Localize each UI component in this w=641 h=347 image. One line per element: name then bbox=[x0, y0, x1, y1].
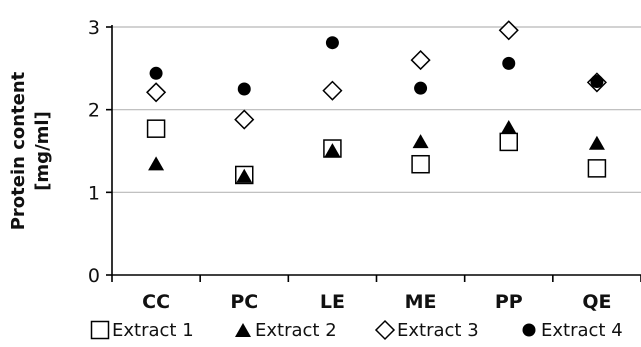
category-label-le: LE bbox=[320, 291, 345, 313]
point-4-me bbox=[414, 81, 428, 95]
gridlines bbox=[112, 26, 641, 193]
point-2-pc bbox=[236, 168, 253, 183]
y-axis-ticks: 0 1 2 3 bbox=[88, 17, 112, 287]
legend-marker-2 bbox=[235, 323, 251, 337]
point-3-le bbox=[322, 80, 343, 101]
legend-marker-3 bbox=[374, 319, 396, 341]
y-axis-label-line-2: [mg/ml] bbox=[32, 111, 53, 191]
point-2-cc bbox=[148, 156, 165, 171]
y-tick-label-3: 3 bbox=[88, 17, 100, 39]
point-2-qe bbox=[588, 135, 605, 150]
legend-label-1: Extract 1 bbox=[112, 320, 194, 341]
legend-label-4: Extract 4 bbox=[541, 320, 623, 341]
series-2 bbox=[148, 120, 605, 183]
category-label-cc: CC bbox=[142, 291, 170, 313]
series-3 bbox=[146, 20, 607, 130]
series-1 bbox=[146, 119, 607, 185]
y-axis-label-line-1: Protein content bbox=[8, 71, 29, 230]
legend: Extract 1 Extract 2 Extract 3 Extract 4 bbox=[90, 319, 623, 341]
category-label-pp: PP bbox=[495, 291, 523, 313]
data-points bbox=[146, 20, 607, 185]
point-3-cc bbox=[146, 82, 167, 103]
legend-label-2: Extract 2 bbox=[255, 320, 337, 341]
point-1-pp bbox=[499, 132, 518, 152]
category-label-pc: PC bbox=[230, 291, 258, 313]
legend-marker-1 bbox=[90, 320, 110, 340]
y-tick-label-0: 0 bbox=[88, 265, 100, 287]
point-2-pp bbox=[500, 120, 517, 135]
point-4-qe bbox=[590, 75, 604, 89]
category-label-qe: QE bbox=[582, 291, 611, 313]
point-3-pp bbox=[498, 20, 519, 41]
legend-label-3: Extract 3 bbox=[397, 320, 479, 341]
y-tick-label-2: 2 bbox=[88, 100, 100, 122]
point-1-cc bbox=[146, 119, 166, 138]
point-4-cc bbox=[149, 66, 163, 80]
point-3-pc bbox=[234, 109, 255, 130]
point-4-pc bbox=[237, 82, 251, 96]
point-2-le bbox=[324, 143, 341, 158]
legend-marker-4 bbox=[522, 323, 536, 337]
point-4-pp bbox=[502, 56, 516, 70]
point-1-me bbox=[411, 154, 430, 174]
series-4 bbox=[149, 36, 604, 96]
point-4-le bbox=[325, 36, 339, 50]
category-label-me: ME bbox=[405, 291, 437, 313]
point-3-me bbox=[410, 50, 431, 71]
x-axis-ticks: CC PC LE ME PP QE bbox=[111, 275, 641, 313]
axes bbox=[111, 25, 641, 276]
point-1-qe bbox=[587, 159, 607, 178]
y-tick-label-1: 1 bbox=[88, 182, 100, 204]
point-2-me bbox=[412, 134, 429, 149]
